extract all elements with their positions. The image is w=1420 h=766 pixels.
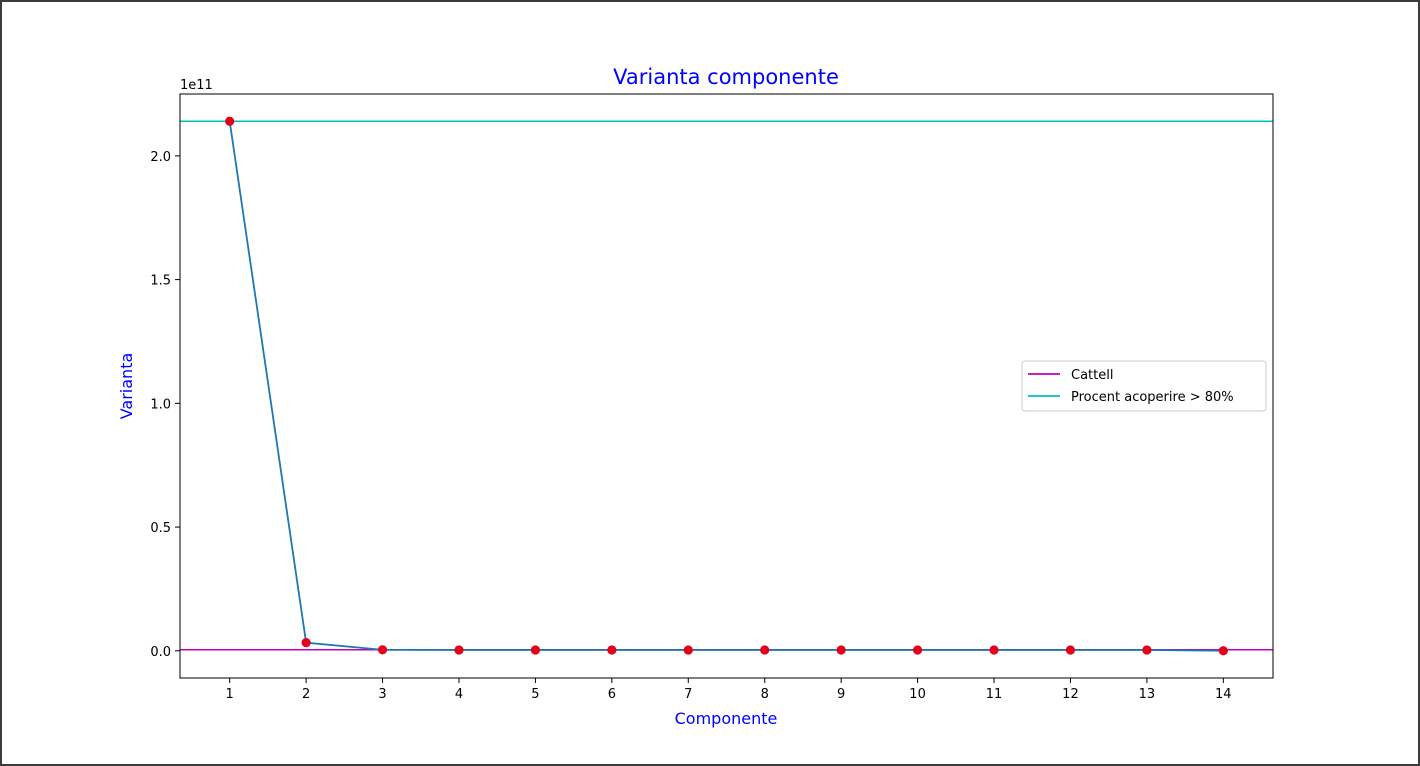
x-tick-label: 13 <box>1139 687 1156 702</box>
chart-title: Varianta componente <box>613 65 839 89</box>
x-tick-label: 7 <box>684 687 692 702</box>
data-point <box>836 645 846 655</box>
x-tick-label: 2 <box>302 687 310 702</box>
y-tick-label: 1.5 <box>150 274 171 289</box>
x-axis-ticks: 1 2 3 4 5 6 7 8 9 10 11 12 13 14 <box>226 678 1232 702</box>
y-tick-label: 2.0 <box>150 150 171 165</box>
x-tick-label: 4 <box>455 687 463 702</box>
x-tick-label: 14 <box>1215 687 1232 702</box>
x-tick-label: 6 <box>608 687 616 702</box>
data-point <box>607 645 617 655</box>
data-point <box>912 645 923 655</box>
data-point <box>760 645 770 655</box>
x-tick-label: 8 <box>761 687 769 702</box>
y-axis-label: Varianta <box>117 353 136 420</box>
data-point <box>454 645 464 655</box>
data-point <box>683 645 693 655</box>
x-tick-label: 11 <box>986 687 1003 702</box>
y-axis-offset-label: 1e11 <box>180 78 213 93</box>
legend-label: Procent acoperire > 80% <box>1071 390 1234 405</box>
data-point <box>530 645 541 655</box>
x-tick-label: 12 <box>1062 687 1079 702</box>
y-tick-label: 0.0 <box>150 645 171 660</box>
x-tick-label: 10 <box>909 687 926 702</box>
data-point <box>301 638 311 648</box>
data-point <box>1142 645 1152 655</box>
x-tick-label: 3 <box>378 687 386 702</box>
data-point <box>225 116 235 126</box>
series-line <box>228 121 1224 652</box>
data-point <box>1218 646 1228 656</box>
legend-box <box>1021 360 1267 412</box>
series-group <box>225 116 1228 656</box>
legend-label: Cattell <box>1071 368 1113 383</box>
y-tick-label: 0.5 <box>150 521 171 536</box>
y-axis-ticks: 0.0 0.5 1.0 1.5 2.0 <box>150 150 180 660</box>
data-point <box>1065 645 1076 655</box>
data-point <box>989 645 999 655</box>
x-tick-label: 5 <box>531 687 539 702</box>
x-tick-label: 1 <box>226 687 234 702</box>
plot-area-frame <box>179 93 1274 679</box>
x-axis-label: Componente <box>675 709 778 728</box>
x-tick-label: 9 <box>837 687 845 702</box>
data-point <box>377 645 388 655</box>
y-tick-label: 1.0 <box>150 397 171 412</box>
legend: Cattell Procent acoperire > 80% <box>1021 360 1267 412</box>
